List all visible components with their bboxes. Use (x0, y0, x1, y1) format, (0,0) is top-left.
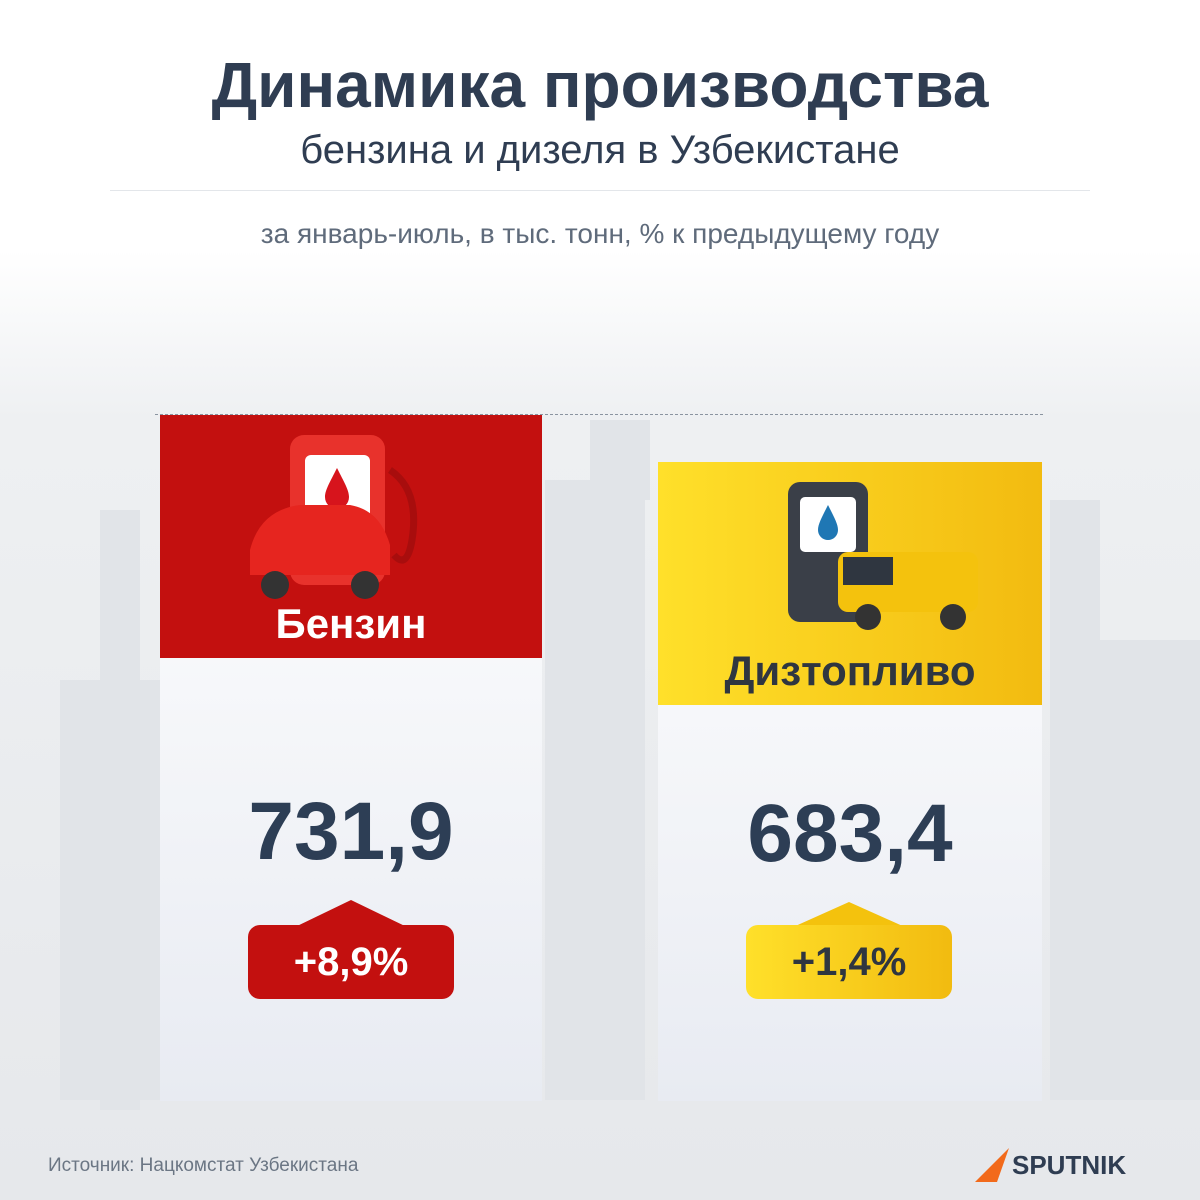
divider (110, 190, 1090, 191)
truck-icon (788, 482, 978, 630)
card-header: Бензин (160, 415, 542, 658)
card: Дизтопливо 683,4 +1,4% (658, 462, 1042, 1101)
dotted-line (155, 414, 1043, 415)
card-label: Бензин (275, 600, 427, 647)
card: Бензин 731,9 +8,9% (160, 415, 542, 1101)
up-arrow (293, 900, 409, 928)
source: Источник: Нацкомстат Узбекистана (48, 1155, 359, 1176)
card-label: Дизтопливо (724, 647, 976, 694)
card-header: Дизтопливо (658, 462, 1042, 705)
car-icon (250, 435, 418, 599)
change-badge: +1,4% (746, 925, 952, 999)
brand[interactable]: SPUTNIK (1012, 1150, 1127, 1180)
up-arrow (791, 902, 907, 928)
logo-icon (975, 1148, 1009, 1182)
subtitle: бензина и дизеля в Узбекистане (300, 128, 900, 172)
change-badge: +8,9% (248, 925, 454, 999)
value: 731,9 (248, 786, 454, 877)
title: Динамика производства (211, 49, 989, 121)
value: 683,4 (747, 788, 953, 879)
note: за январь-июль, в тыс. тонн, % к предыду… (260, 218, 940, 249)
